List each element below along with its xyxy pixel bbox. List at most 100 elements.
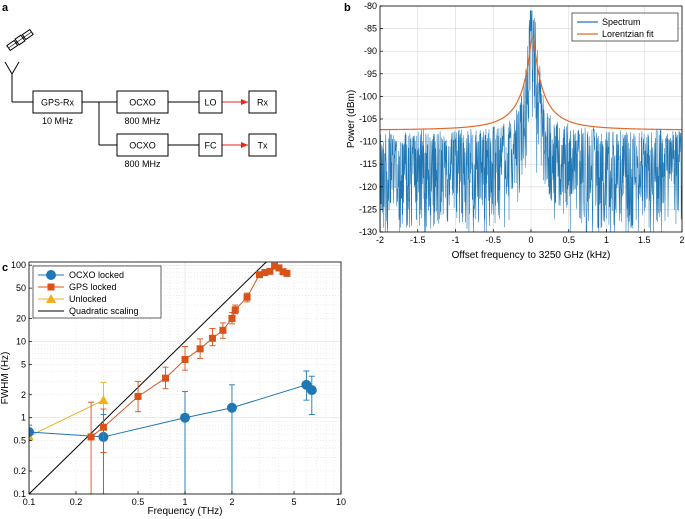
panel-b-legend-label: Lorentzian fit	[602, 29, 654, 39]
panel-b-legend: Spectrum Lorentzian fit	[571, 12, 679, 42]
panel-b-ytick-label: -105	[359, 114, 377, 124]
panel-c-gps-locked-point	[231, 306, 239, 314]
lo-block	[198, 90, 223, 114]
ocxo-top-block	[116, 90, 169, 114]
panel-c-gps-locked-point	[208, 334, 216, 342]
panel-c-ytick-label: 1	[21, 413, 26, 423]
panel-c-xtick-label: 2	[229, 497, 234, 507]
panel-b-xlabel: Offset frequency to 3250 GHz (kHz)	[452, 250, 611, 261]
panel-b-xtick-label: 0	[528, 235, 533, 245]
panel-c-unlocked-series	[29, 381, 109, 494]
panel-b: b -2 -1.5 -1 -0.5 0 0.5 1 1.5 2-130-125-120-115-…	[344, 1, 685, 261]
panel-c-label: c	[2, 262, 8, 274]
panel-c-ytick-label: 2	[21, 390, 26, 400]
panel-c-xtick-label: 0.2	[70, 497, 83, 507]
ocxo-top-caption: 800 MHz	[124, 116, 161, 126]
panel-c-legend-label: Quadratic scaling	[69, 306, 139, 316]
panel-c-xtick-label: 1	[182, 497, 187, 507]
gps-rx-caption: 10 MHz	[42, 116, 74, 126]
panel-c-legend-label: Unlocked	[69, 294, 107, 304]
fc-block	[198, 133, 223, 157]
panel-b-lorentzian-fit-series	[379, 36, 683, 131]
panel-c-xtick-label: 10	[336, 497, 346, 507]
panel-c-ytick-label: 0.2	[13, 466, 26, 476]
panel-b-xtick-label: 2	[679, 235, 684, 245]
panel-b-ytick-label: -95	[364, 69, 377, 79]
panel-c-gps-locked-point	[228, 314, 236, 322]
panel-b-ylabel: Power (dBm)	[346, 90, 357, 148]
panel-b-xtick-label: 1	[604, 235, 609, 245]
panel-c: c 0.1 0.2 0.5 1 2 5 10 0.1 0.2 0.5 1 2 5 10 20 50 100 Fr…	[0, 260, 346, 517]
tx-label: Tx	[258, 141, 268, 151]
tx-block	[248, 133, 277, 157]
panel-b-xtick-label: 1.5	[638, 235, 651, 245]
panel-c-ticks: 0.1 0.2 0.5 1 2 5 10 0.1 0.2 0.5 1 2 5 10 20 50 100	[11, 260, 346, 507]
panel-c-gps-locked-point	[99, 423, 107, 431]
ocxo-top-label: OCXO	[129, 98, 156, 108]
panel-c-legend-marker	[46, 270, 56, 280]
panel-b-ytick-label: -115	[360, 159, 377, 169]
panel-c-legend-marker	[47, 283, 55, 291]
panel-a-label: a	[2, 2, 9, 14]
red-arrows	[222, 99, 248, 148]
panel-c-ytick-label: 20	[16, 313, 26, 323]
panel-c-ocxo-locked-point	[226, 402, 237, 413]
panel-c-gps-locked-point	[255, 271, 263, 279]
panel-c-gps-locked-series	[87, 262, 291, 494]
panel-b-legend-label: Spectrum	[602, 17, 641, 27]
panel-c-ytick-label: 5	[21, 359, 26, 369]
ocxo-bottom-label: OCXO	[129, 141, 156, 151]
panel-b-spectrum-series	[379, 10, 683, 233]
panel-b-xtick-label: -2	[376, 235, 384, 245]
panel-c-ocxo-locked-series	[29, 370, 317, 494]
panel-c-ocxo-locked-line	[29, 384, 313, 438]
panel-c-gps-locked-point	[181, 355, 189, 363]
panel-c-ocxo-locked-point	[29, 426, 34, 437]
panel-c-legend: OCXO locked GPS locked Unlocked Quadratic s…	[32, 265, 162, 319]
panel-b-legend-box	[571, 12, 679, 42]
panel-c-gps-locked-point	[279, 268, 287, 276]
panel-c-xtick-label: 0.5	[132, 497, 145, 507]
connector-lines	[12, 101, 199, 146]
fc-label: FC	[205, 141, 217, 151]
panel-c-ytick-label: 100	[11, 260, 26, 270]
panel-b-ytick-label: -85	[364, 24, 377, 34]
panel-c-xlabel: Frequency (THz)	[147, 506, 222, 517]
panel-c-gps-locked-point	[261, 269, 269, 277]
panel-c-ytick-label: 10	[16, 336, 26, 346]
panel-c-ytick-label: 50	[16, 283, 26, 293]
panel-c-plot-area	[29, 262, 317, 494]
panel-c-ytick-label: 0.5	[13, 436, 26, 446]
panel-c-gps-locked-point	[87, 433, 95, 441]
panel-b-ytick-label: -110	[360, 137, 377, 147]
rx-block	[248, 90, 277, 114]
gps-rx-block	[32, 90, 83, 114]
panel-b-ticks: -2 -1.5 -1 -0.5 0 0.5 1 1.5 2 -130 -125 -120 -115 -11…	[359, 1, 685, 245]
panel-c-ocxo-locked-point	[306, 385, 317, 396]
panel-c-legend-label: OCXO locked	[69, 270, 124, 280]
panel-c-legend-marker	[46, 294, 56, 303]
panel-b-ytick-label: -125	[359, 204, 377, 214]
panel-c-gps-locked-point	[196, 345, 204, 353]
panel-c-gps-locked-point	[283, 269, 291, 277]
rx-label: Rx	[257, 98, 268, 108]
panel-b-xtick-label: -1.5	[410, 235, 426, 245]
panel-c-xtick-label: 0.1	[23, 497, 36, 507]
panel-b-xtick-label: 0.5	[562, 235, 575, 245]
panel-c-unlocked-line	[29, 399, 104, 437]
gps-rx-label: GPS-Rx	[41, 98, 75, 108]
panel-b-ytick-label: -100	[359, 91, 377, 101]
antenna-icon	[4, 61, 20, 102]
panel-c-gps-locked-point	[275, 264, 283, 272]
panel-b-ytick-label: -130	[359, 227, 377, 237]
panel-b-xtick-label: -1	[451, 235, 459, 245]
satellite-icon	[6, 28, 34, 52]
panel-c-ocxo-locked-point	[180, 412, 190, 423]
ocxo-bottom-block	[116, 133, 169, 157]
panel-c-xtick-label: 5	[292, 497, 297, 507]
panel-c-ylabel: FWHM (Hz)	[0, 352, 11, 405]
panel-b-ytick-label: -120	[359, 182, 377, 192]
panel-b-ytick-label: -80	[364, 1, 377, 11]
panel-b-xtick-label: -0.5	[485, 235, 501, 245]
